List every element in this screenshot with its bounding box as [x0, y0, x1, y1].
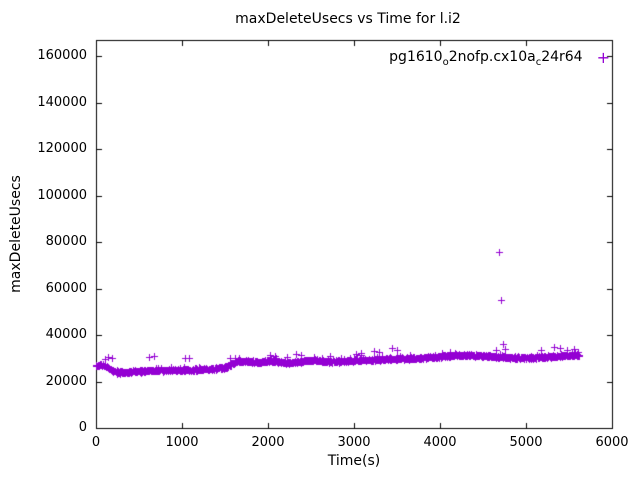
y-tick-label: 60000 [45, 280, 87, 296]
y-tick-label: 100000 [37, 187, 87, 203]
y-tick-label: 80000 [45, 234, 87, 249]
x-tick-label: 6000 [595, 435, 629, 450]
y-tick-label: 160000 [37, 48, 87, 63]
x-tick-label: 4000 [423, 435, 457, 450]
y-tick-label: 40000 [45, 327, 87, 342]
x-tick-label: 1000 [165, 435, 199, 450]
legend-series-label: pg1610o2nofp.cx10ac24r64 [389, 49, 583, 68]
y-tick-label: 0 [78, 420, 87, 435]
x-tick-label: 5000 [509, 435, 543, 450]
y-tick-label: 140000 [37, 94, 87, 110]
y-tick-label: 20000 [45, 373, 87, 389]
x-tick-label: 2000 [251, 435, 285, 450]
x-tick-label: 3000 [337, 435, 371, 450]
legend-plus-marker: + [596, 48, 610, 68]
y-tick-label: 120000 [37, 141, 87, 156]
legend: pg1610o2nofp.cx10ac24r64 + [389, 49, 610, 68]
x-axis-label: Time(s) [327, 453, 381, 469]
x-tick-label: 0 [91, 435, 101, 450]
chart-title: maxDeleteUsecs vs Time for l.i2 [235, 11, 461, 27]
